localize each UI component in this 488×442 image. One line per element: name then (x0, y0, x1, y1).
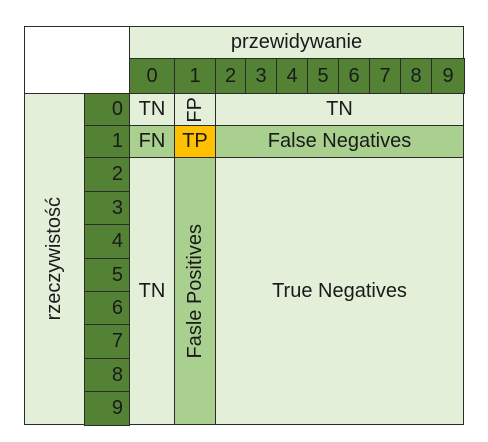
actual-label-8: 8 (84, 358, 130, 392)
actual-label-6: 6 (84, 291, 130, 325)
corner-cell (24, 26, 130, 94)
actual-label-0: 0 (84, 93, 130, 126)
pred-label-0: 0 (129, 58, 175, 94)
fp-label: FP (183, 96, 206, 123)
actual-label-7: 7 (84, 324, 130, 359)
true-negatives-cell: True Negatives (215, 157, 464, 425)
pred-label-7: 7 (369, 58, 401, 94)
false-positives-label: Fasle Positives (183, 223, 206, 359)
fp-cell-top: FP (174, 93, 216, 126)
false-positives-cell: Fasle Positives (174, 157, 216, 425)
false-negatives-cell: False Negatives (215, 125, 464, 158)
actual-label-5: 5 (84, 258, 130, 292)
actual-label-2: 2 (84, 157, 130, 192)
actual-label-9: 9 (84, 391, 130, 426)
tn-cell-right: TN (215, 93, 464, 126)
prediction-header: przewidywanie (129, 26, 464, 59)
actual-label-1: 1 (84, 125, 130, 158)
pred-label-6: 6 (338, 58, 370, 94)
pred-label-1: 1 (174, 58, 216, 94)
pred-label-8: 8 (400, 58, 432, 94)
tp-cell: TP (174, 125, 216, 158)
pred-label-3: 3 (245, 58, 277, 94)
actual-header: rzeczywistość (24, 93, 85, 425)
tn-cell-top: TN (129, 93, 175, 126)
pred-label-9: 9 (431, 58, 465, 94)
pred-label-4: 4 (276, 58, 308, 94)
actual-label-4: 4 (84, 224, 130, 259)
actual-label-3: 3 (84, 191, 130, 225)
actual-header-label: rzeczywistość (43, 197, 65, 321)
pred-label-5: 5 (307, 58, 339, 94)
tn-cell-bottom-left: TN (129, 157, 175, 425)
pred-label-2: 2 (215, 58, 246, 94)
fn-cell-left: FN (129, 125, 175, 158)
